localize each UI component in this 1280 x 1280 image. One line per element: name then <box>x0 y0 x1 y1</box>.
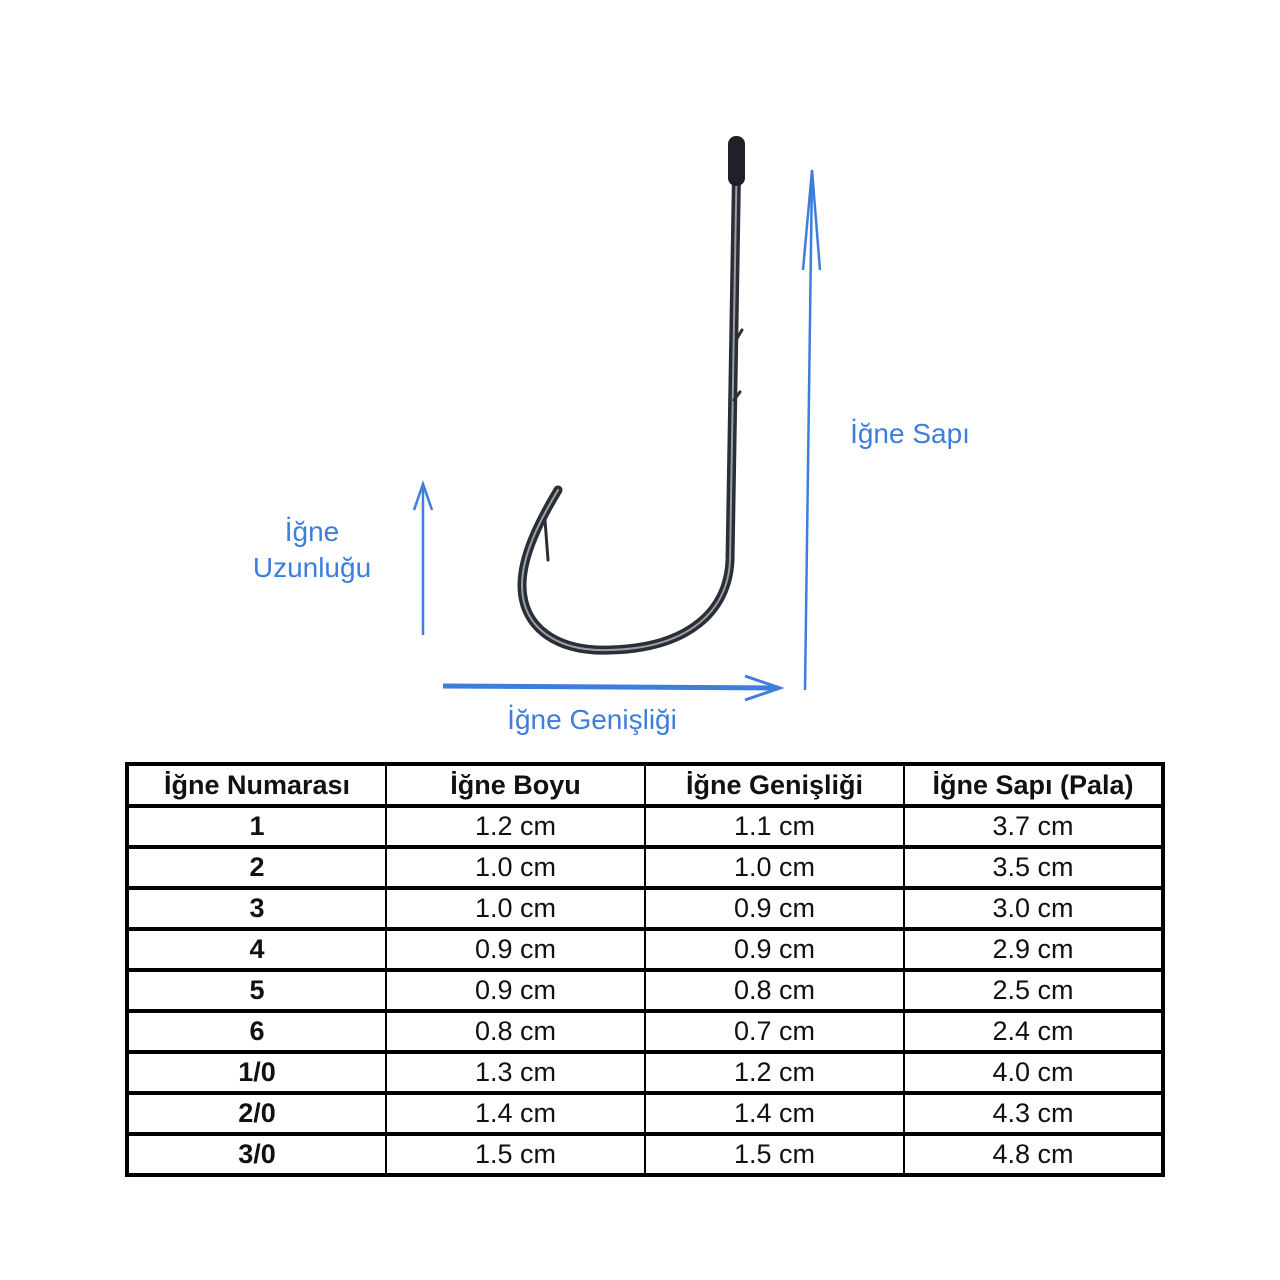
table-row: 1/0 1.3 cm 1.2 cm 4.0 cm <box>126 1050 1164 1095</box>
cell-hook-width: 1.5 cm <box>644 1132 905 1177</box>
hook-size-table: İğne Numarası İğne Boyu İğne Genişliği İ… <box>125 762 1165 1177</box>
header-hook-number: İğne Numarası <box>126 762 387 808</box>
header-hook-shank: İğne Sapı (Pala) <box>903 762 1164 808</box>
cell-hook-number: 2 <box>126 845 387 890</box>
cell-hook-number: 3/0 <box>126 1132 387 1177</box>
length-arrow <box>412 480 434 635</box>
cell-hook-number: 2/0 <box>126 1091 387 1136</box>
cell-hook-shank: 4.0 cm <box>903 1050 1164 1095</box>
cell-hook-length: 1.3 cm <box>385 1050 646 1095</box>
fishing-hook-image <box>517 136 745 655</box>
cell-hook-length: 0.9 cm <box>385 968 646 1013</box>
table-header-row: İğne Numarası İğne Boyu İğne Genişliği İ… <box>126 762 1164 808</box>
cell-hook-number: 3 <box>126 886 387 931</box>
cell-hook-shank: 2.5 cm <box>903 968 1164 1013</box>
length-label-line1: İğne <box>284 516 340 547</box>
cell-hook-shank: 2.9 cm <box>903 927 1164 972</box>
table-row: 2/0 1.4 cm 1.4 cm 4.3 cm <box>126 1091 1164 1136</box>
cell-hook-number: 1/0 <box>126 1050 387 1095</box>
header-hook-length: İğne Boyu <box>385 762 646 808</box>
table-row: 2 1.0 cm 1.0 cm 3.5 cm <box>126 845 1164 890</box>
cell-hook-shank: 4.3 cm <box>903 1091 1164 1136</box>
header-hook-width: İğne Genişliği <box>644 762 905 808</box>
cell-hook-number: 4 <box>126 927 387 972</box>
table-row: 1 1.2 cm 1.1 cm 3.7 cm <box>126 804 1164 849</box>
table-row: 3/0 1.5 cm 1.5 cm 4.8 cm <box>126 1132 1164 1177</box>
cell-hook-shank: 4.8 cm <box>903 1132 1164 1177</box>
shank-arrow <box>801 169 822 691</box>
cell-hook-width: 0.9 cm <box>644 886 905 931</box>
length-label: İğne Uzunluğu <box>253 516 371 584</box>
cell-hook-length: 1.4 cm <box>385 1091 646 1136</box>
table-row: 4 0.9 cm 0.9 cm 2.9 cm <box>126 927 1164 972</box>
cell-hook-length: 1.2 cm <box>385 804 646 849</box>
cell-hook-width: 0.7 cm <box>644 1009 905 1054</box>
cell-hook-number: 5 <box>126 968 387 1013</box>
cell-hook-width: 1.0 cm <box>644 845 905 890</box>
cell-hook-length: 0.8 cm <box>385 1009 646 1054</box>
cell-hook-width: 1.2 cm <box>644 1050 905 1095</box>
cell-hook-shank: 2.4 cm <box>903 1009 1164 1054</box>
cell-hook-width: 0.9 cm <box>644 927 905 972</box>
cell-hook-length: 1.5 cm <box>385 1132 646 1177</box>
table-row: 3 1.0 cm 0.9 cm 3.0 cm <box>126 886 1164 931</box>
cell-hook-width: 1.1 cm <box>644 804 905 849</box>
cell-hook-shank: 3.5 cm <box>903 845 1164 890</box>
cell-hook-number: 6 <box>126 1009 387 1054</box>
width-label: İğne Genişliği <box>507 704 677 735</box>
shank-label: İğne Sapı <box>850 418 970 449</box>
hook-diagram <box>412 136 822 702</box>
cell-hook-length: 1.0 cm <box>385 845 646 890</box>
width-arrow <box>442 674 785 702</box>
length-label-line2: Uzunluğu <box>252 552 372 583</box>
cell-hook-number: 1 <box>126 804 387 849</box>
cell-hook-width: 1.4 cm <box>644 1091 905 1136</box>
cell-hook-length: 0.9 cm <box>385 927 646 972</box>
cell-hook-length: 1.0 cm <box>385 886 646 931</box>
table-row: 5 0.9 cm 0.8 cm 2.5 cm <box>126 968 1164 1013</box>
cell-hook-shank: 3.0 cm <box>903 886 1164 931</box>
cell-hook-shank: 3.7 cm <box>903 804 1164 849</box>
cell-hook-width: 0.8 cm <box>644 968 905 1013</box>
table-row: 6 0.8 cm 0.7 cm 2.4 cm <box>126 1009 1164 1054</box>
